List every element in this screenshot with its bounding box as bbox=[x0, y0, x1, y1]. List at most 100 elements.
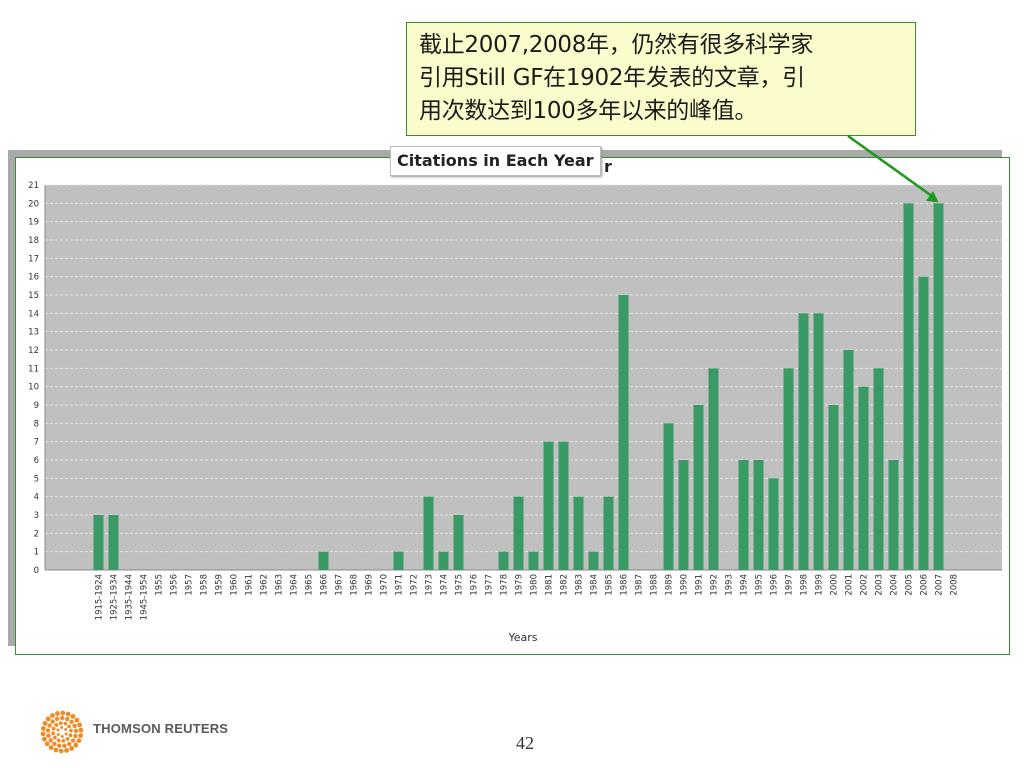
bar-2005 bbox=[903, 203, 914, 571]
x-tick-label: 2001 bbox=[845, 574, 855, 596]
x-tick-label: 1925-1934 bbox=[110, 574, 120, 620]
bar-1978 bbox=[498, 551, 509, 570]
x-tick-label: 1958 bbox=[200, 574, 210, 596]
x-tick-label: 1915-1924 bbox=[95, 574, 105, 620]
callout-arrow-head bbox=[926, 191, 939, 203]
logo-dot bbox=[69, 746, 74, 751]
x-tick-label: 2004 bbox=[890, 574, 900, 596]
y-tick-label: 4 bbox=[34, 493, 39, 503]
logo-dot bbox=[59, 715, 65, 721]
y-tick-label: 9 bbox=[34, 401, 39, 411]
bar-2007 bbox=[933, 203, 944, 571]
bar-1915-1924 bbox=[93, 515, 104, 570]
logo-dot bbox=[56, 733, 60, 737]
x-tick-label: 1977 bbox=[485, 574, 495, 596]
logo-dot bbox=[46, 733, 51, 738]
logo-dot bbox=[65, 716, 70, 722]
x-tick-label: 1999 bbox=[815, 574, 825, 596]
y-tick-label: 11 bbox=[28, 364, 39, 374]
bar-1925-1934 bbox=[108, 515, 119, 570]
logo-dot bbox=[58, 721, 63, 725]
logo-dot bbox=[53, 747, 59, 753]
x-tick-label: 1978 bbox=[500, 574, 510, 596]
logo-dot bbox=[70, 714, 76, 719]
logo-dot bbox=[78, 727, 84, 733]
logo-dot bbox=[73, 728, 79, 734]
x-tick-label: 1973 bbox=[425, 574, 435, 596]
x-tick-label: 1987 bbox=[635, 574, 645, 596]
bar-1992 bbox=[708, 368, 719, 570]
y-tick-label: 3 bbox=[34, 511, 39, 521]
logo-dot bbox=[67, 724, 71, 729]
y-tick-label: 1 bbox=[34, 548, 39, 558]
logo-dot bbox=[63, 721, 68, 726]
x-tick-label: 2002 bbox=[860, 574, 870, 596]
y-tick-label: 16 bbox=[28, 273, 39, 283]
logo-dot bbox=[70, 738, 76, 743]
y-tick-label: 19 bbox=[28, 218, 39, 228]
logo-dot bbox=[56, 728, 60, 732]
logo-dot bbox=[60, 710, 66, 716]
x-tick-label: 1993 bbox=[725, 574, 735, 596]
x-tick-label: 1984 bbox=[590, 574, 600, 596]
logo-dot bbox=[51, 726, 56, 731]
x-tick-label: 1972 bbox=[410, 574, 420, 596]
logo-dot bbox=[61, 739, 66, 743]
x-tick-label: 1989 bbox=[665, 574, 675, 596]
x-tick-label: 1992 bbox=[710, 574, 720, 596]
x-tick-label: 2007 bbox=[935, 574, 945, 596]
logo-dot bbox=[56, 738, 61, 743]
page-number: 42 bbox=[516, 733, 534, 753]
y-tick-label: 17 bbox=[28, 254, 39, 264]
bar-1994 bbox=[738, 460, 749, 570]
callout-note: 截止2007,2008年，仍然有很多科学家 引用Still GF在1902年发表… bbox=[406, 22, 916, 136]
x-tick-label: 1964 bbox=[290, 574, 300, 596]
x-tick-label: 1998 bbox=[800, 574, 810, 596]
logo-dot bbox=[42, 720, 48, 726]
bar-1980 bbox=[528, 551, 539, 570]
bar-1998 bbox=[798, 313, 809, 570]
x-tick-label: 1979 bbox=[515, 574, 525, 596]
logo-dot bbox=[69, 728, 73, 733]
x-tick-label: 1967 bbox=[335, 574, 345, 596]
logo-dot bbox=[60, 726, 64, 730]
x-tick-label: 1991 bbox=[695, 574, 705, 596]
logo-dot bbox=[48, 745, 54, 750]
logo-dot bbox=[69, 719, 74, 724]
x-tick-label: 1935-1944 bbox=[125, 574, 135, 620]
brand-name: THOMSON REUTERS bbox=[93, 721, 229, 736]
x-tick-label: 2008 bbox=[950, 574, 960, 596]
y-tick-label: 6 bbox=[34, 456, 39, 466]
x-tick-label: 1985 bbox=[605, 574, 615, 596]
logo-dot bbox=[73, 742, 79, 748]
logo-dot bbox=[50, 713, 55, 718]
logo-dot bbox=[40, 731, 46, 737]
logo-dot bbox=[76, 738, 82, 744]
x-tick-label: 1982 bbox=[560, 574, 570, 596]
logo-dot bbox=[64, 732, 68, 736]
y-tick-label: 14 bbox=[28, 309, 39, 319]
bar-2002 bbox=[858, 386, 869, 570]
chart-title: Citations in Each Year bbox=[390, 146, 601, 176]
bar-1999 bbox=[813, 313, 824, 570]
x-tick-label: 1994 bbox=[740, 574, 750, 596]
x-tick-label: 1997 bbox=[785, 574, 795, 596]
bar-1984 bbox=[588, 551, 599, 570]
x-tick-label: 1969 bbox=[365, 574, 375, 596]
bar-1975 bbox=[453, 515, 464, 570]
y-tick-label: 21 bbox=[28, 181, 39, 191]
logo-dot bbox=[72, 723, 77, 729]
x-tick-label: 1963 bbox=[275, 574, 285, 596]
logo-dot bbox=[57, 743, 62, 748]
y-tick-label: 7 bbox=[34, 438, 39, 448]
bar-1989 bbox=[663, 423, 674, 570]
x-tick-label: 1990 bbox=[680, 574, 690, 596]
x-tick-label: 1968 bbox=[350, 574, 360, 596]
x-tick-label: 1974 bbox=[440, 574, 450, 596]
x-tick-label: 1962 bbox=[260, 574, 270, 596]
bar-1995 bbox=[753, 460, 764, 570]
x-tick-label: 1960 bbox=[230, 574, 240, 596]
y-tick-label: 18 bbox=[28, 236, 39, 246]
bar-2006 bbox=[918, 276, 929, 570]
